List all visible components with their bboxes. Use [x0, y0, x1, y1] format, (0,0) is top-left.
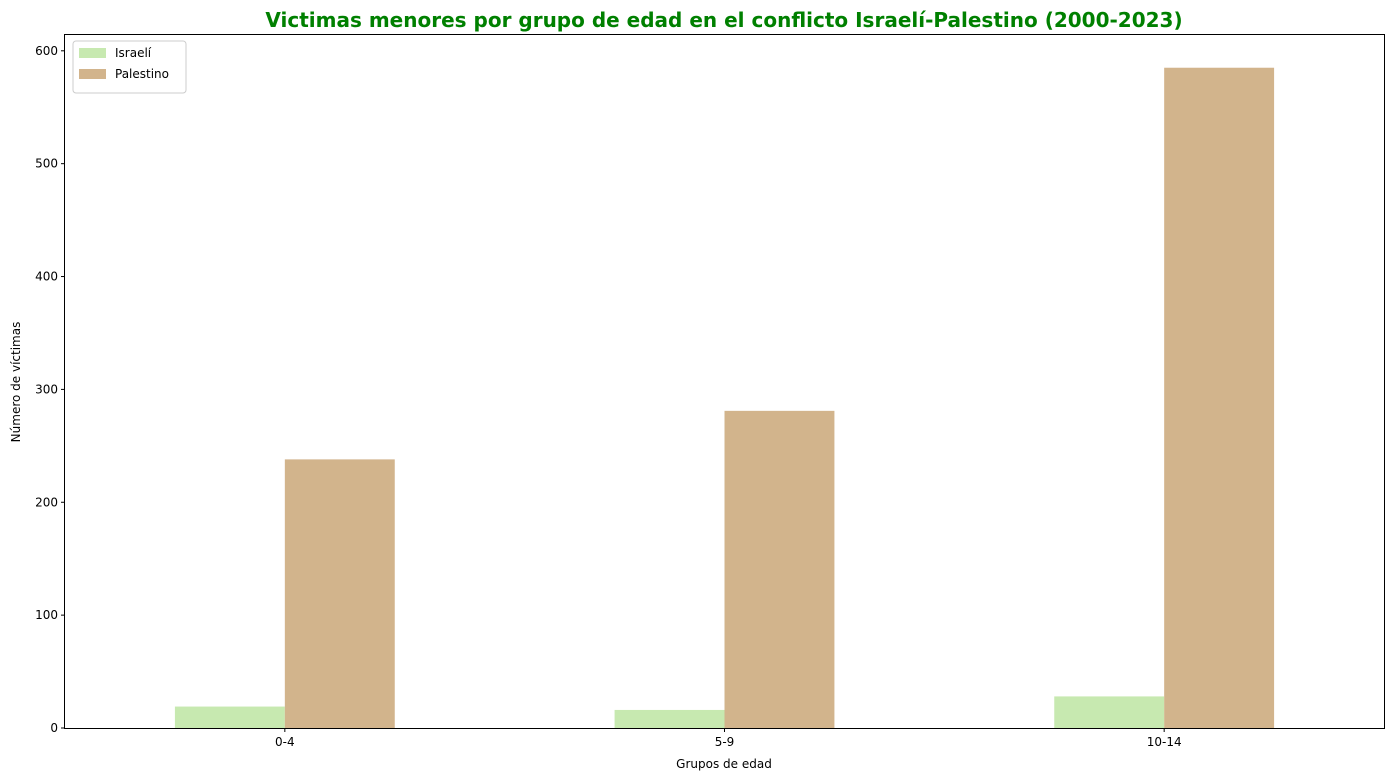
bar-israel--10-14 [1054, 696, 1165, 728]
plot-frame [64, 34, 1385, 729]
legend-label: Palestino [115, 67, 169, 81]
x-tick-label: 0-4 [275, 735, 295, 749]
bars-group [174, 67, 1275, 729]
x-axis-label: Grupos de edad [676, 757, 772, 771]
legend: Israelí Palestino [72, 40, 187, 94]
bar-palestino-5-9 [724, 410, 835, 728]
x-tick-label: 10-14 [1147, 735, 1182, 749]
bar-palestino-10-14 [1164, 67, 1275, 729]
x-axis: 0-4 5-9 10-14 [275, 728, 1182, 749]
x-tick-label: 5-9 [715, 735, 735, 749]
y-tick-label: 0 [50, 721, 58, 735]
y-tick-label: 200 [35, 495, 58, 509]
chart-title: Victimas menores por grupo de edad en el… [265, 8, 1182, 32]
y-axis-label: Número de víctimas [9, 322, 23, 443]
legend-swatch [79, 69, 106, 79]
legend-label: Israelí [115, 46, 152, 60]
y-tick-label: 100 [35, 608, 58, 622]
y-tick-label: 400 [35, 270, 58, 284]
y-axis: 0 100 200 300 400 500 600 [35, 44, 65, 735]
bar-israel--5-9 [614, 709, 725, 728]
y-tick-label: 300 [35, 382, 58, 396]
y-tick-label: 600 [35, 44, 58, 58]
legend-swatch [79, 48, 106, 58]
bar-israel--0-4 [174, 706, 285, 728]
y-tick-label: 500 [35, 157, 58, 171]
bar-palestino-0-4 [284, 459, 395, 728]
